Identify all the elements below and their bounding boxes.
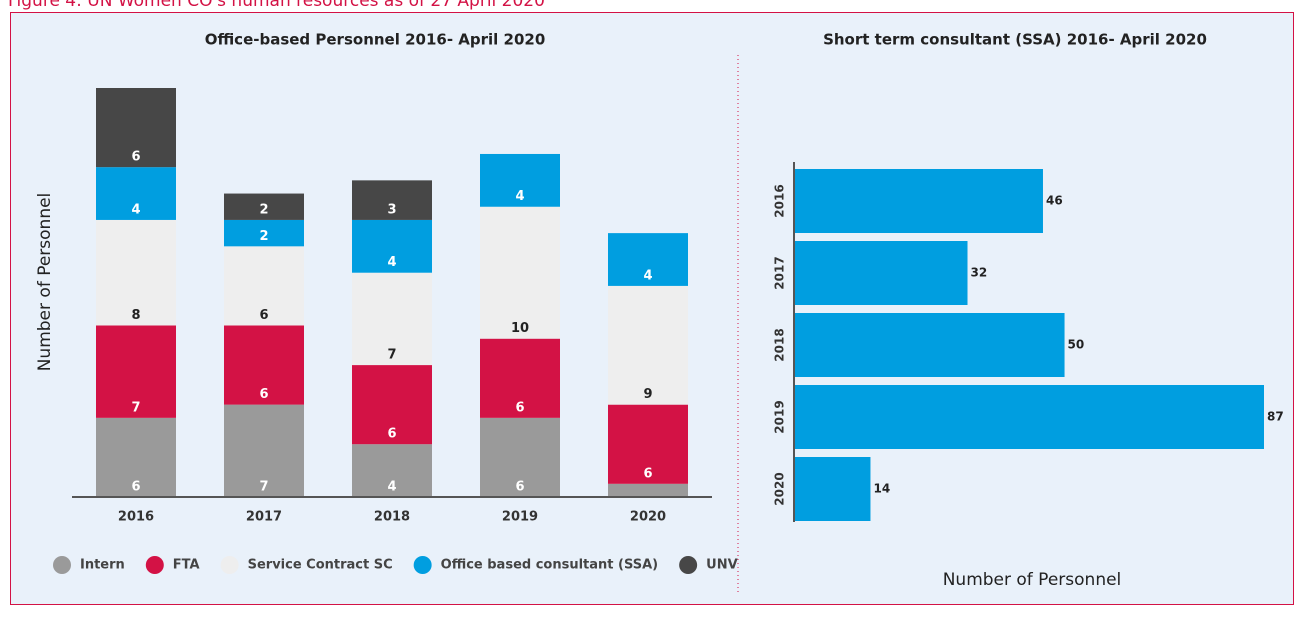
bar-segment bbox=[608, 483, 688, 497]
bar-segment bbox=[96, 417, 176, 497]
data-label: 4 bbox=[387, 255, 396, 270]
data-label: 6 bbox=[259, 387, 268, 402]
y-tick-label: 2018 bbox=[773, 328, 787, 361]
y-tick-label: 2019 bbox=[773, 400, 787, 433]
data-label: 6 bbox=[515, 400, 524, 415]
data-label: 6 bbox=[131, 150, 140, 165]
figure-title: Figure 4: UN Women CO's human resources … bbox=[8, 0, 545, 11]
bar-segment bbox=[224, 404, 304, 497]
bar-segment bbox=[608, 233, 688, 286]
data-label: 50 bbox=[1068, 338, 1085, 352]
legend-label: FTA bbox=[173, 558, 200, 573]
y-tick-label: 2020 bbox=[773, 472, 787, 505]
data-label: 2 bbox=[259, 229, 268, 244]
bar-segment bbox=[608, 285, 688, 405]
legend-label: Service Contract SC bbox=[248, 558, 393, 573]
x-axis-label: Number of Personnel bbox=[943, 570, 1122, 590]
bar-segment bbox=[224, 193, 304, 220]
data-label: 10 bbox=[511, 321, 529, 336]
bar bbox=[795, 457, 871, 521]
bar-segment bbox=[96, 167, 176, 220]
data-label: 6 bbox=[387, 427, 396, 442]
data-label: 8 bbox=[131, 308, 140, 323]
bar-segment bbox=[352, 180, 432, 220]
data-label: 6 bbox=[131, 480, 140, 495]
bar-segment bbox=[352, 272, 432, 366]
bar-segment bbox=[480, 206, 560, 339]
legend-swatch bbox=[220, 556, 239, 574]
bar-segment bbox=[480, 417, 560, 497]
bar-segment bbox=[96, 88, 176, 168]
x-tick-label: 2018 bbox=[374, 510, 410, 525]
legend-swatch bbox=[679, 556, 698, 574]
bar-segment bbox=[352, 365, 432, 445]
bar-segment bbox=[224, 325, 304, 405]
data-label: 6 bbox=[643, 466, 652, 481]
legend-swatch bbox=[413, 556, 432, 574]
bar-segment bbox=[352, 444, 432, 497]
data-label: 7 bbox=[131, 400, 140, 415]
data-label: 4 bbox=[643, 268, 652, 283]
data-label: 4 bbox=[387, 480, 396, 495]
data-label: 4 bbox=[131, 202, 140, 217]
bar-segment bbox=[96, 219, 176, 326]
bar bbox=[795, 313, 1065, 377]
x-tick-label: 2020 bbox=[630, 510, 666, 525]
legend-label: UNV bbox=[706, 558, 738, 573]
bar bbox=[795, 241, 968, 305]
legend-swatch bbox=[145, 556, 164, 574]
bar bbox=[795, 169, 1043, 233]
data-label: 46 bbox=[1046, 194, 1063, 208]
y-tick-label: 2016 bbox=[773, 184, 787, 217]
y-axis-label: Number of Personnel bbox=[35, 193, 55, 372]
y-tick-label: 2017 bbox=[773, 256, 787, 289]
chart-title: Short term consultant (SSA) 2016- April … bbox=[823, 31, 1207, 49]
bar-segment bbox=[352, 219, 432, 273]
data-label: 14 bbox=[873, 482, 890, 496]
data-label: 87 bbox=[1267, 410, 1284, 424]
data-label: 3 bbox=[387, 202, 396, 217]
data-label: 2 bbox=[259, 202, 268, 217]
data-label: 7 bbox=[387, 348, 396, 363]
data-label: 4 bbox=[515, 189, 524, 204]
bar-segment bbox=[480, 338, 560, 418]
legend-label: Intern bbox=[80, 558, 125, 573]
bar-segment bbox=[224, 219, 304, 247]
data-label: 9 bbox=[643, 387, 652, 402]
data-label: 7 bbox=[259, 480, 268, 495]
data-label: 6 bbox=[515, 480, 524, 495]
chart-title: Office-based Personnel 2016- April 2020 bbox=[205, 31, 546, 49]
bar bbox=[795, 385, 1264, 449]
x-tick-label: 2017 bbox=[246, 510, 282, 525]
bar-segment bbox=[96, 325, 176, 418]
bar-segment bbox=[224, 246, 304, 326]
bar-segment bbox=[608, 404, 688, 484]
bar-segment bbox=[480, 153, 560, 207]
x-tick-label: 2016 bbox=[118, 510, 154, 525]
data-label: 32 bbox=[971, 266, 988, 280]
legend-swatch bbox=[53, 556, 71, 574]
x-tick-label: 2019 bbox=[502, 510, 538, 525]
legend-label: Office based consultant (SSA) bbox=[441, 558, 658, 573]
data-label: 6 bbox=[259, 308, 268, 323]
